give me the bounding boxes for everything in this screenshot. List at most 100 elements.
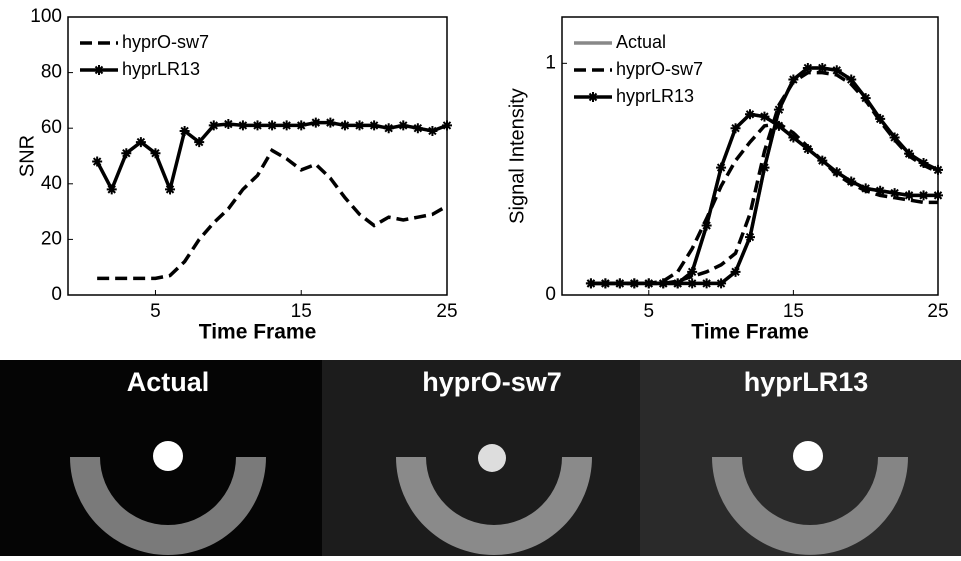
- y-tick-label: 40: [41, 173, 62, 194]
- marker: [150, 148, 160, 158]
- marker: [788, 75, 798, 85]
- marker: [832, 65, 842, 75]
- dot: [153, 441, 183, 471]
- marker: [803, 144, 813, 154]
- y-tick-label: 20: [41, 228, 62, 249]
- marker: [253, 120, 263, 130]
- marker: [311, 118, 321, 128]
- marker: [759, 163, 769, 173]
- legend-label: Actual: [616, 32, 666, 52]
- x-tick-label: 25: [436, 301, 457, 322]
- marker: [904, 190, 914, 200]
- marker: [731, 267, 741, 277]
- marker: [180, 126, 190, 136]
- y-tick-label: 100: [30, 6, 62, 27]
- marker: [588, 92, 598, 102]
- marker: [933, 165, 943, 175]
- marker: [846, 176, 856, 186]
- panel-label: Actual: [127, 367, 210, 397]
- x-axis-label: Time Frame: [199, 321, 317, 344]
- marker: [325, 118, 335, 128]
- legend-label: hyprO-sw7: [122, 32, 209, 52]
- x-tick-label: 5: [643, 301, 654, 322]
- marker: [745, 109, 755, 119]
- marker: [398, 120, 408, 130]
- marker: [384, 123, 394, 133]
- legend-label: hyprLR13: [616, 86, 694, 106]
- marker: [933, 190, 943, 200]
- marker: [745, 232, 755, 242]
- legend-label: hyprLR13: [122, 59, 200, 79]
- marker: [658, 278, 668, 288]
- marker: [238, 120, 248, 130]
- marker: [890, 132, 900, 142]
- marker: [629, 278, 639, 288]
- panel-label: hyprLR13: [744, 367, 869, 397]
- marker: [413, 123, 423, 133]
- marker: [716, 163, 726, 173]
- marker: [817, 63, 827, 73]
- marker: [716, 278, 726, 288]
- marker: [702, 278, 712, 288]
- marker: [644, 278, 654, 288]
- page: 02040608010051525Time FrameSNRhyprO-sw7h…: [0, 0, 961, 561]
- marker: [442, 120, 452, 130]
- marker: [107, 184, 117, 194]
- marker: [209, 120, 219, 130]
- marker: [121, 148, 131, 158]
- marker: [94, 65, 104, 75]
- marker: [282, 120, 292, 130]
- x-tick-label: 15: [783, 301, 804, 322]
- marker: [223, 119, 233, 129]
- y-tick-label: 80: [41, 62, 62, 83]
- marker: [600, 278, 610, 288]
- marker: [340, 120, 350, 130]
- marker: [615, 278, 625, 288]
- marker: [788, 132, 798, 142]
- y-tick-label: 1: [545, 52, 556, 73]
- marker: [803, 63, 813, 73]
- marker: [586, 278, 596, 288]
- marker: [875, 114, 885, 124]
- marker: [427, 126, 437, 136]
- marker: [731, 123, 741, 133]
- marker: [687, 278, 697, 288]
- panel-label: hyprO-sw7: [422, 367, 562, 397]
- marker: [673, 278, 683, 288]
- marker: [875, 186, 885, 196]
- y-tick-label: 0: [545, 284, 556, 305]
- marker: [846, 75, 856, 85]
- marker: [817, 156, 827, 166]
- marker: [890, 188, 900, 198]
- y-axis-label: SNR: [16, 135, 38, 177]
- x-tick-label: 25: [927, 301, 948, 322]
- marker: [355, 120, 365, 130]
- marker: [774, 105, 784, 115]
- marker: [687, 267, 697, 277]
- marker: [702, 221, 712, 231]
- x-axis-label: Time Frame: [691, 321, 809, 344]
- dot: [478, 444, 506, 472]
- y-axis-label: Signal Intensity: [506, 88, 528, 224]
- marker: [92, 157, 102, 167]
- figure: 02040608010051525Time FrameSNRhyprO-sw7h…: [0, 0, 961, 556]
- marker: [759, 112, 769, 122]
- x-tick-label: 15: [291, 301, 312, 322]
- marker: [194, 137, 204, 147]
- marker: [832, 167, 842, 177]
- dot: [793, 441, 823, 471]
- marker: [919, 190, 929, 200]
- marker: [861, 93, 871, 103]
- y-tick-label: 60: [41, 117, 62, 138]
- y-tick-label: 0: [51, 284, 62, 305]
- x-tick-label: 5: [150, 301, 161, 322]
- legend-label: hyprO-sw7: [616, 59, 703, 79]
- marker: [136, 137, 146, 147]
- marker: [369, 120, 379, 130]
- marker: [296, 120, 306, 130]
- marker: [165, 184, 175, 194]
- marker: [919, 158, 929, 168]
- marker: [267, 120, 277, 130]
- marker: [904, 149, 914, 159]
- marker: [861, 183, 871, 193]
